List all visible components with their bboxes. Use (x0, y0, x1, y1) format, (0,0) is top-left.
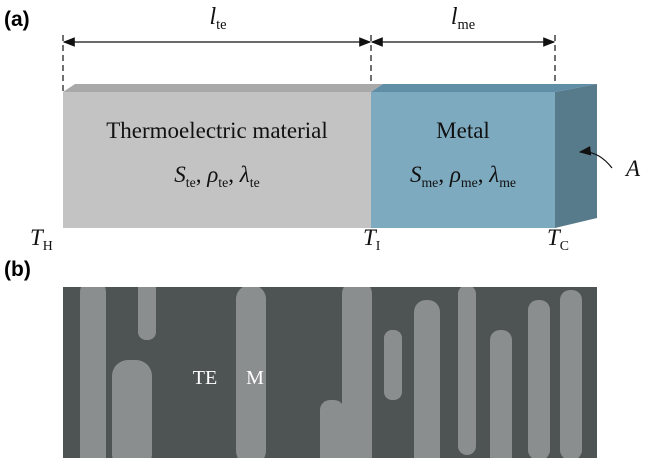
subscript: H (43, 238, 53, 253)
subscript: me (421, 175, 438, 190)
subscript: C (560, 238, 569, 253)
symbol-label: TC (547, 225, 569, 253)
subscript: te (216, 17, 226, 33)
symbol-label: lme (451, 4, 475, 33)
dimension-lines (63, 35, 555, 92)
symbol: S (174, 162, 186, 187)
symbol: λ (239, 162, 250, 187)
subscript: te (250, 175, 260, 190)
panel-label: (a) (4, 8, 30, 31)
symbol-label: lte (209, 4, 226, 33)
segment-name: Metal (436, 118, 490, 143)
segment-name: Thermoelectric material (106, 118, 328, 143)
panel-label: (b) (4, 258, 31, 281)
figure: (a) (b) TE M lt (0, 0, 657, 458)
symbol: ρ (206, 162, 218, 187)
subscript: me (458, 17, 476, 33)
symbol: ρ (449, 162, 461, 187)
symbol-label: TI (363, 225, 381, 253)
subscript: me (461, 175, 478, 190)
subscript: te (218, 175, 228, 190)
area-label: A (624, 156, 641, 181)
micrograph (63, 280, 597, 458)
subscript: te (186, 175, 196, 190)
symbol-label: TH (30, 225, 53, 253)
symbol: S (410, 162, 422, 187)
symbol: λ (488, 162, 499, 187)
region-label: TE (193, 367, 217, 389)
page: {"panel_a": {"label": "(a)", "lengths": … (0, 0, 657, 458)
region-label: M (246, 367, 264, 389)
subscript: I (376, 238, 381, 253)
subscript: me (499, 175, 516, 190)
bar-3d (63, 84, 597, 228)
